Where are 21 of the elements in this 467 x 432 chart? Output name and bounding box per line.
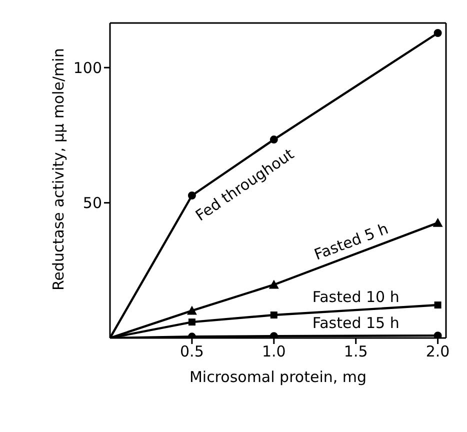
point: [270, 136, 278, 144]
x-tick-label: 1.5: [344, 342, 368, 361]
series-label: Fasted 10 h: [312, 288, 400, 306]
point: [434, 332, 442, 338]
series-label: Fasted 15 h: [312, 314, 400, 332]
point: [434, 29, 442, 38]
y-axis-title: Reductase activity, μμ mole/min: [49, 48, 68, 290]
point: [270, 312, 278, 319]
x-tick-label: 1.0: [262, 342, 286, 361]
x-tick-label: 0.5: [180, 342, 204, 361]
point: [434, 302, 442, 309]
point: [188, 192, 196, 200]
y-tick-label: 100: [73, 58, 102, 77]
point: [188, 318, 196, 326]
x-axis-title: Microsomal protein, mg: [189, 368, 367, 386]
point: [186, 306, 197, 315]
y-tick-label: 50: [82, 194, 102, 212]
point: [432, 218, 443, 227]
point: [270, 332, 278, 338]
x-tick-label: 2.0: [426, 342, 450, 361]
point: [268, 280, 279, 289]
